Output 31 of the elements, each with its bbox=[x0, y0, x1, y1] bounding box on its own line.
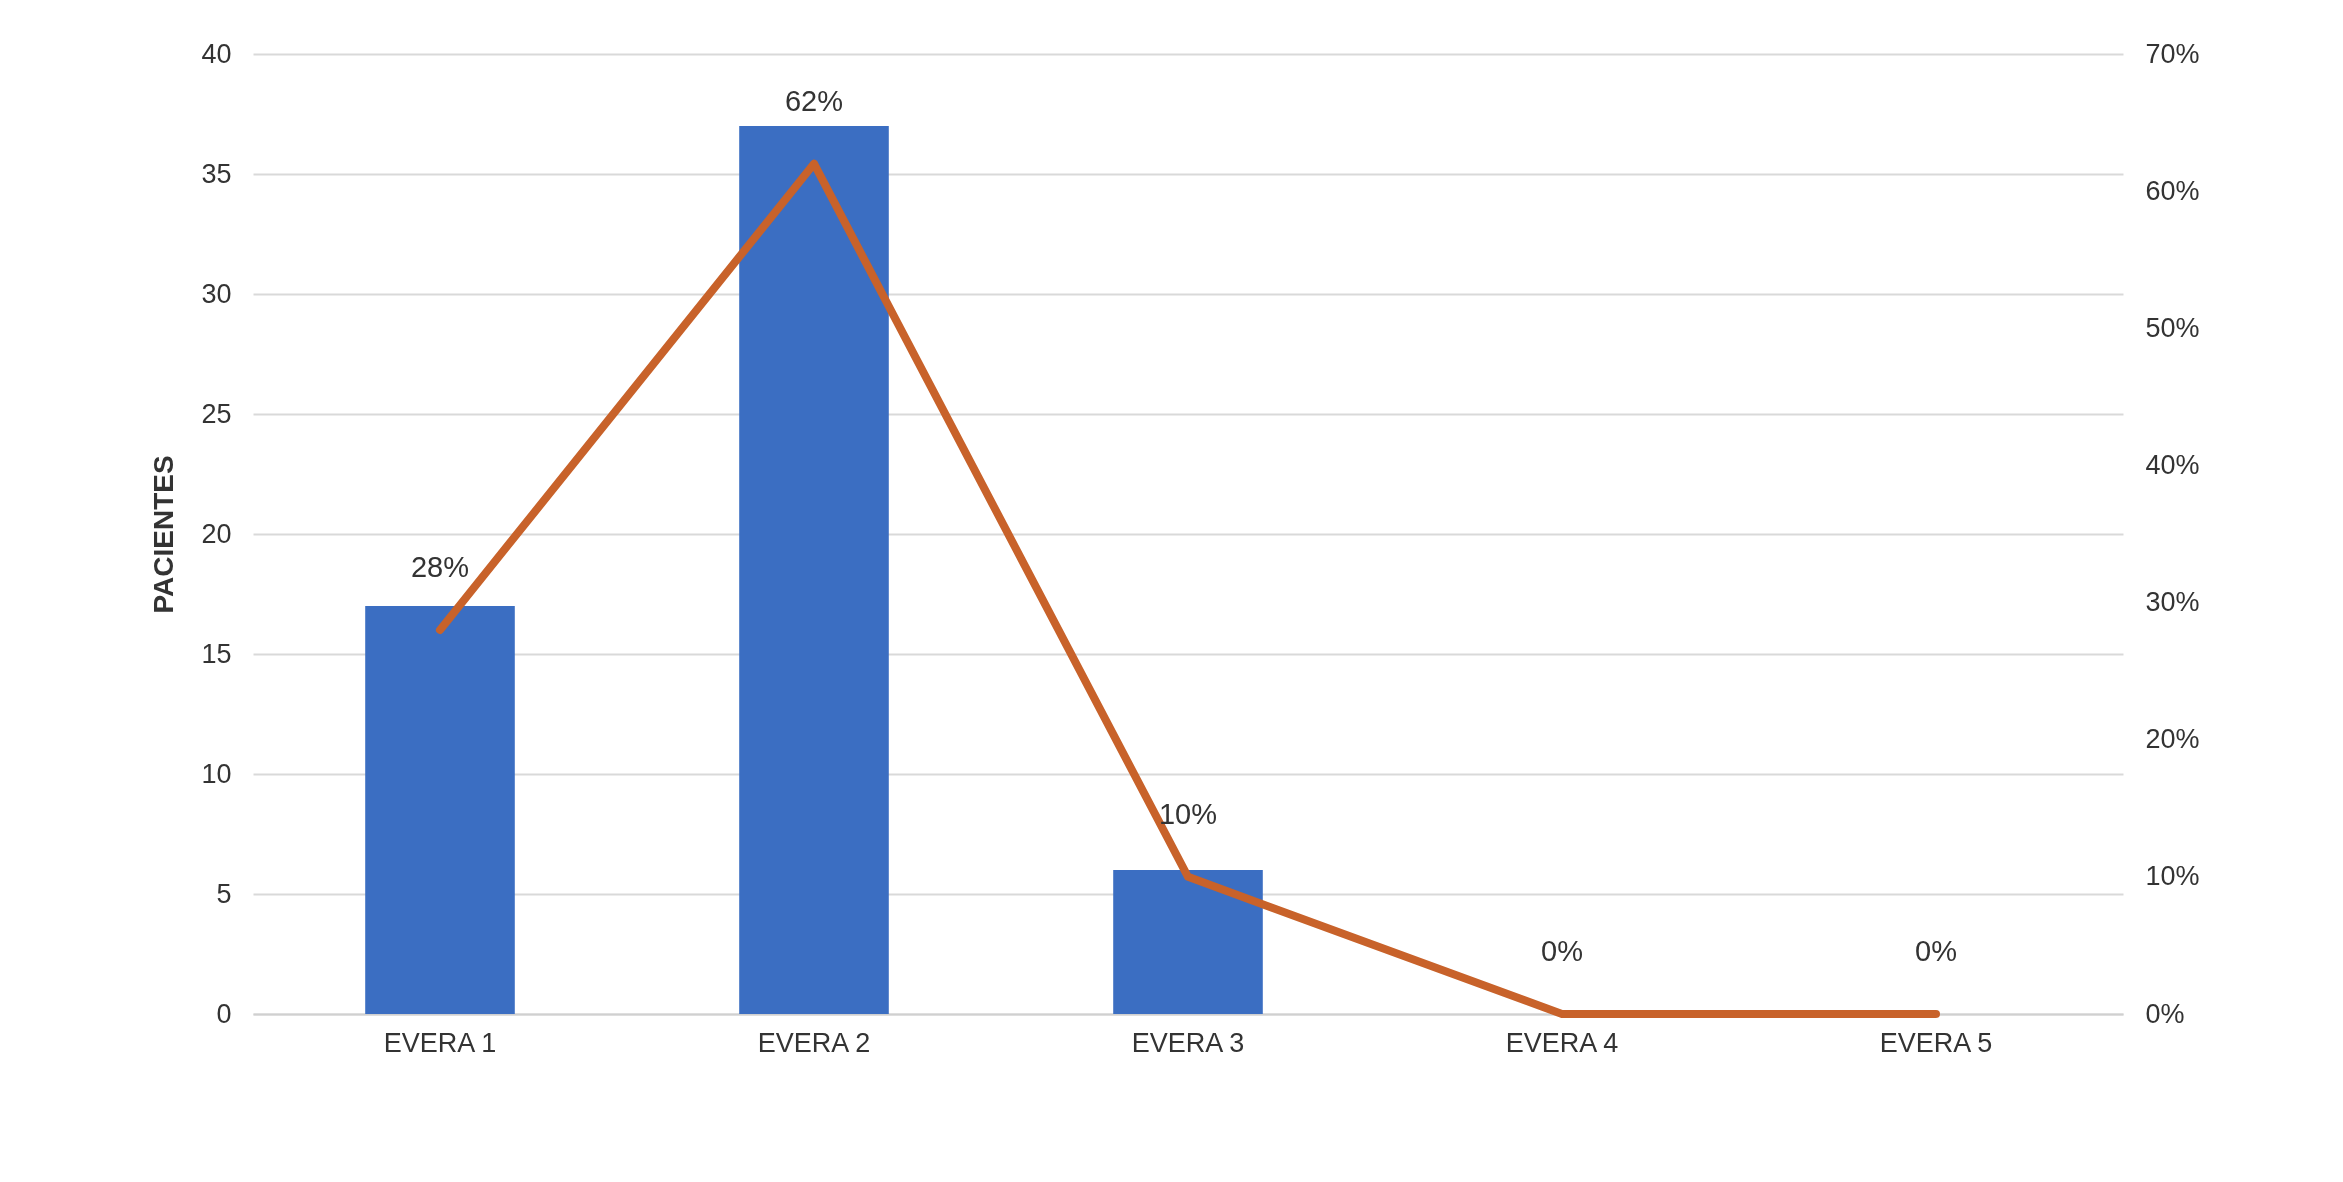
y-tick-label: 35 bbox=[201, 158, 232, 189]
data-label: 62% bbox=[784, 84, 844, 117]
y2-tick-label: 30% bbox=[2145, 587, 2200, 618]
bar bbox=[365, 606, 515, 1014]
y-axis-title: PACIENTES bbox=[148, 455, 180, 614]
x-tick-label: EVERA 5 bbox=[1879, 1027, 1993, 1058]
x-tick-label: EVERA 4 bbox=[1505, 1027, 1619, 1058]
data-label: 28% bbox=[410, 551, 470, 583]
y2-tick-label: 40% bbox=[2145, 449, 2200, 480]
bar bbox=[739, 126, 889, 1014]
data-label: 0% bbox=[1915, 935, 1957, 967]
y-tick-label: 10 bbox=[201, 758, 232, 789]
y2-tick-label: 10% bbox=[2145, 861, 2200, 892]
y-tick-label: 15 bbox=[201, 638, 232, 669]
y-tick-label: 5 bbox=[216, 878, 232, 909]
y2-tick-label: 70% bbox=[2145, 38, 2200, 69]
y-tick-label: 40 bbox=[201, 38, 232, 69]
x-tick-label: EVERA 3 bbox=[1131, 1027, 1245, 1058]
data-label: 10% bbox=[1158, 797, 1218, 830]
y-tick-label: 0 bbox=[216, 998, 232, 1029]
x-tick-label: EVERA 1 bbox=[383, 1027, 497, 1058]
x-tick-label: EVERA 2 bbox=[757, 1027, 871, 1058]
y2-tick-label: 50% bbox=[2145, 312, 2200, 343]
y-tick-label: 25 bbox=[201, 398, 232, 429]
data-label: 0% bbox=[1541, 935, 1583, 967]
y2-tick-label: 0% bbox=[2145, 998, 2185, 1029]
y2-tick-label: 60% bbox=[2145, 175, 2200, 206]
y-tick-label: 30 bbox=[201, 278, 232, 309]
y-tick-label: 20 bbox=[201, 518, 232, 549]
y2-tick-label: 20% bbox=[2145, 724, 2200, 755]
bar bbox=[1113, 870, 1263, 1014]
